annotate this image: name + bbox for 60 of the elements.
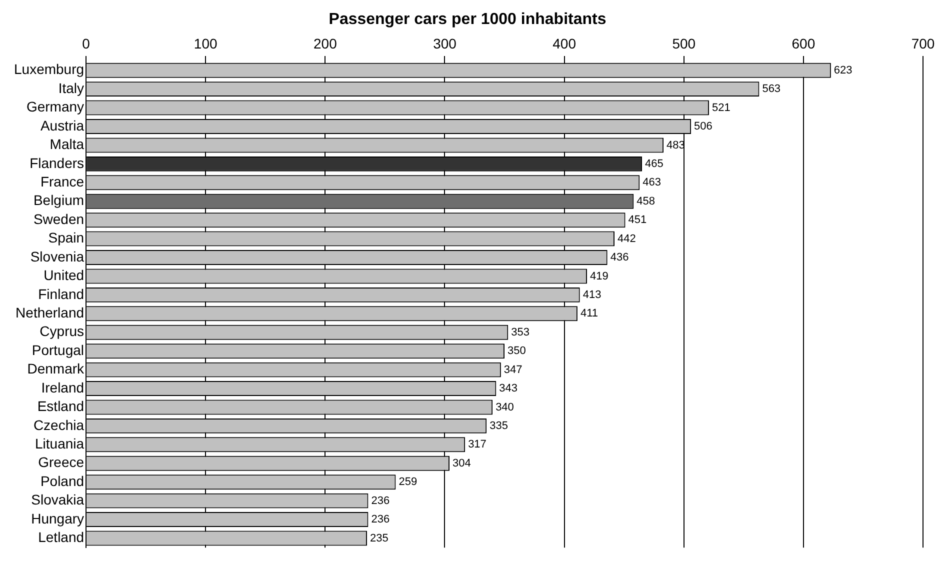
y-tick-label: Portugal [32, 342, 84, 358]
data-label: 347 [504, 364, 522, 376]
data-label: 521 [712, 102, 730, 114]
y-tick-label: France [40, 174, 84, 190]
data-label: 259 [398, 476, 418, 488]
data-label: 419 [590, 270, 608, 282]
y-tick-label: Italy [58, 80, 84, 96]
y-tick-label: Luxemburg [14, 61, 84, 78]
x-tick-label: 700 [911, 35, 935, 52]
data-label: 350 [508, 345, 526, 358]
data-label: 506 [694, 120, 712, 133]
x-tick-label: 200 [313, 35, 338, 52]
data-label: 304 [452, 457, 471, 470]
data-label: 563 [762, 83, 781, 96]
data-label: 465 [645, 158, 664, 170]
data-label: 353 [511, 326, 530, 338]
y-tick-label: Belgium [33, 192, 84, 208]
y-tick-label: Lituania [34, 436, 84, 452]
y-tick-label: Finland [38, 286, 84, 302]
data-label: 451 [628, 214, 647, 226]
y-tick-label: Cyprus [40, 323, 84, 340]
y-tick-label: Netherland [16, 304, 84, 321]
x-tick-label: 400 [552, 35, 576, 52]
y-tick-label: Slovenia [30, 248, 84, 264]
y-tick-label: Flanders [30, 154, 84, 171]
y-tick-label: Greece [38, 454, 84, 470]
x-tick-label: 100 [194, 35, 218, 52]
x-tick-label: 500 [672, 35, 696, 52]
y-tick-label: Czechia [33, 416, 84, 433]
data-label: 235 [370, 532, 388, 544]
y-tick-label: United [44, 267, 84, 284]
y-tick-label: Germany [26, 98, 84, 115]
y-tick-label: Spain [48, 230, 84, 246]
y-tick-label: Denmark [27, 360, 86, 377]
data-label: 317 [468, 438, 486, 451]
data-label: 411 [580, 308, 598, 320]
y-tick-label: Letland [38, 529, 84, 546]
x-tick-label: 600 [792, 35, 816, 52]
data-label: 340 [496, 401, 514, 414]
y-tick-label: Poland [40, 472, 84, 489]
data-label: 623 [834, 64, 852, 76]
y-tick-label: Slovakia [31, 492, 84, 508]
y-tick-label: Estland [37, 398, 84, 414]
data-label: 463 [642, 176, 661, 189]
y-tick-label: Hungary [31, 510, 84, 526]
data-label: 236 [371, 494, 390, 507]
data-label: 343 [499, 382, 518, 395]
y-tick-label: Austria [40, 117, 84, 134]
data-label: 458 [636, 195, 656, 208]
data-label: 442 [618, 232, 636, 245]
data-label: 236 [371, 514, 390, 526]
chart-title: Passenger cars per 1000 inhabitants [328, 11, 606, 28]
data-label: 436 [610, 252, 629, 264]
data-label: 335 [490, 420, 508, 432]
y-tick-label: Malta [50, 136, 84, 152]
x-tick-label: 0 [82, 35, 90, 52]
y-tick-label: Ireland [41, 379, 84, 396]
x-tick-label: 300 [433, 35, 457, 52]
y-tick-label: Sweden [33, 210, 84, 227]
data-label: 413 [582, 288, 602, 301]
